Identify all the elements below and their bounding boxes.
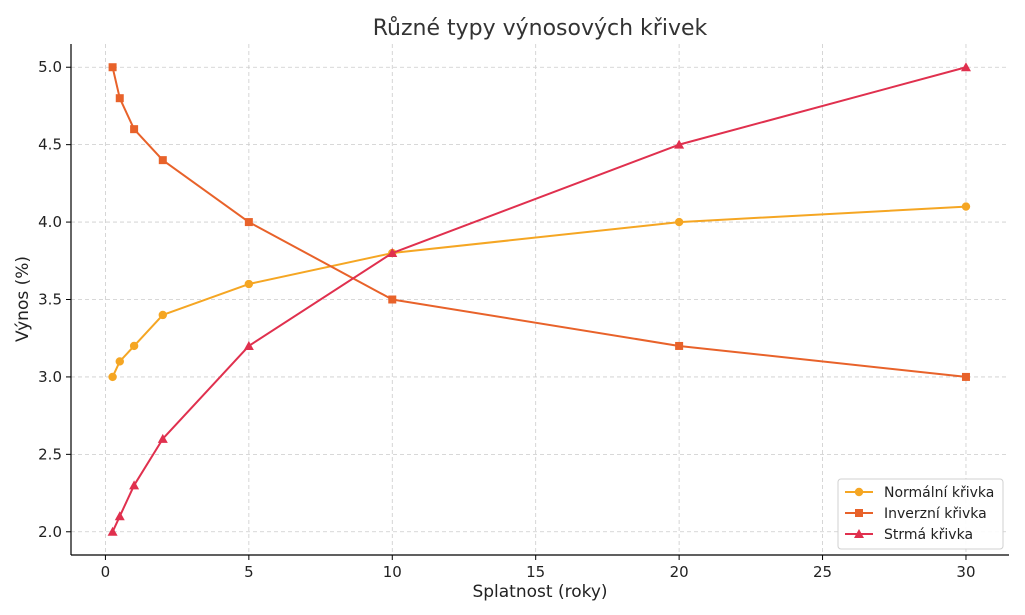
grid bbox=[71, 44, 1009, 555]
legend-item: Inverzní křivka bbox=[845, 506, 987, 522]
axes: 0 5 10 15 20 25 30 2.0 2.5 3.0 3.5 4.0 4.5 5.0 bbox=[38, 44, 1009, 581]
series-2 bbox=[108, 63, 970, 381]
x-tick-label: 30 bbox=[956, 563, 975, 581]
y-tick-label: 3.5 bbox=[38, 291, 62, 309]
data-point bbox=[129, 480, 140, 490]
legend-box bbox=[837, 478, 1004, 550]
series-3 bbox=[107, 62, 971, 536]
x-tick-label: 20 bbox=[670, 563, 689, 581]
x-axis-title: Splatnost (roky) bbox=[472, 582, 607, 602]
y-tick-label: 4.0 bbox=[38, 213, 62, 231]
series-line bbox=[111, 205, 967, 378]
y-tick-label: 2.5 bbox=[38, 445, 62, 463]
legend-marker bbox=[854, 529, 864, 538]
y-tick-label: 3.0 bbox=[38, 368, 62, 386]
y-tick-label: 4.5 bbox=[38, 136, 62, 154]
chart-title: Různé typy výnosových křivek bbox=[373, 16, 708, 41]
data-point bbox=[108, 63, 117, 72]
data-point bbox=[115, 357, 124, 366]
legend-label: Normální křivka bbox=[884, 485, 994, 501]
data-point bbox=[244, 218, 253, 227]
data-point bbox=[129, 341, 139, 351]
y-tick-label: 2.0 bbox=[38, 523, 62, 541]
data-point bbox=[158, 156, 167, 165]
data-point bbox=[960, 62, 971, 72]
legend-label: Strmá křivka bbox=[884, 527, 973, 543]
data-point bbox=[387, 248, 398, 258]
data-point bbox=[108, 372, 117, 382]
series-line bbox=[111, 66, 967, 533]
data-point bbox=[961, 202, 971, 211]
y-axis-title: Výnos (%) bbox=[13, 256, 33, 342]
data-point bbox=[674, 139, 685, 149]
y-tick-label: 5.0 bbox=[38, 58, 62, 76]
legend: Normální křivka Inverzní křivka Strmá křiv… bbox=[837, 478, 1004, 550]
data-point bbox=[674, 217, 684, 227]
x-tick-label: 15 bbox=[526, 563, 545, 581]
data-point bbox=[115, 94, 124, 103]
data-point bbox=[243, 340, 254, 350]
legend-item: Normální křivka bbox=[845, 485, 994, 501]
x-tick-label: 0 bbox=[101, 563, 111, 581]
data-point bbox=[157, 433, 168, 443]
data-point bbox=[107, 526, 118, 536]
series bbox=[107, 62, 971, 536]
x-tick-label: 25 bbox=[813, 563, 832, 581]
legend-marker bbox=[854, 487, 864, 497]
data-point bbox=[158, 310, 167, 320]
series-1 bbox=[108, 202, 971, 382]
data-point bbox=[114, 511, 125, 521]
data-point bbox=[130, 125, 139, 134]
legend-marker bbox=[855, 509, 863, 517]
legend-label: Inverzní křivka bbox=[884, 506, 987, 522]
x-tick-label: 10 bbox=[383, 563, 402, 581]
data-point bbox=[675, 341, 684, 350]
series-line bbox=[111, 67, 967, 378]
data-point bbox=[244, 279, 254, 289]
x-tick-label: 5 bbox=[244, 563, 254, 581]
data-point bbox=[961, 372, 970, 381]
data-point bbox=[388, 295, 397, 304]
legend-item: Strmá křivka bbox=[845, 527, 973, 543]
